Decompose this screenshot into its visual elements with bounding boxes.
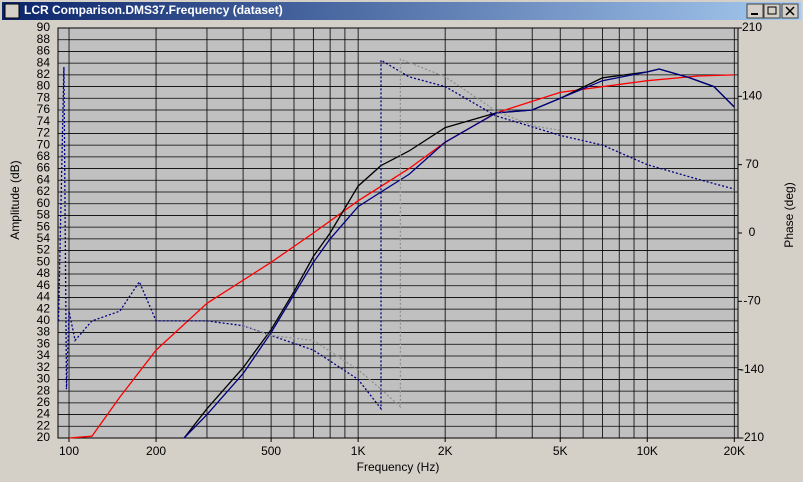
window-icon <box>4 3 20 19</box>
title-bar <box>2 2 801 20</box>
plot-area <box>57 27 739 439</box>
y2-axis-label: Phase (deg) <box>782 182 796 247</box>
x-tick-label: 2K <box>438 444 453 458</box>
y-tick-label: 56 <box>37 219 51 233</box>
y-tick-label: 30 <box>37 372 51 386</box>
y-tick-label: 24 <box>37 407 51 421</box>
y-tick-label: 40 <box>37 313 51 327</box>
y-tick-label: 80 <box>37 79 51 93</box>
minimize-button[interactable] <box>746 3 764 19</box>
y-tick-label: 68 <box>37 149 51 163</box>
y-tick-label: 36 <box>37 336 51 350</box>
y-tick-label: 38 <box>37 325 51 339</box>
y-tick-label: 90 <box>37 20 51 34</box>
y-tick-label: 84 <box>37 55 51 69</box>
y-tick-label: 82 <box>37 67 51 81</box>
y-tick-label: 26 <box>37 395 51 409</box>
x-tick-label: 1K <box>351 444 366 458</box>
y-tick-label: 86 <box>37 44 51 58</box>
y2-tick-label: -70 <box>743 294 761 308</box>
y-tick-label: 62 <box>37 184 51 198</box>
y-tick-label: 76 <box>37 102 51 116</box>
y-tick-label: 66 <box>37 161 51 175</box>
x-tick-label: 20K <box>724 444 745 458</box>
y-tick-label: 48 <box>37 266 51 280</box>
x-tick-label: 10K <box>637 444 658 458</box>
y-tick-label: 42 <box>37 301 51 315</box>
series-line <box>242 58 561 409</box>
y2-tick-label: 140 <box>742 89 762 103</box>
x-tick-label: 100 <box>59 444 79 458</box>
y-tick-label: 64 <box>37 172 51 186</box>
y2-tick-label: 210 <box>742 20 762 34</box>
series-line <box>68 74 735 439</box>
x-tick-label: 5K <box>553 444 568 458</box>
y-tick-label: 28 <box>37 383 51 397</box>
y2-tick-label: 0 <box>749 225 756 239</box>
y-tick-label: 44 <box>37 290 51 304</box>
y-tick-label: 22 <box>37 418 51 432</box>
y-tick-label: 20 <box>37 430 51 444</box>
y-tick-label: 70 <box>37 137 51 151</box>
x-axis-label: Frequency (Hz) <box>357 460 440 474</box>
x-tick-label: 200 <box>146 444 166 458</box>
series-line <box>183 68 735 439</box>
y-tick-label: 52 <box>37 243 51 257</box>
y-tick-label: 50 <box>37 254 51 268</box>
y-tick-label: 78 <box>37 90 51 104</box>
y-tick-label: 58 <box>37 208 51 222</box>
y-tick-label: 34 <box>37 348 51 362</box>
y2-tick-label: -210 <box>740 430 764 444</box>
series-line <box>57 59 735 411</box>
y-tick-label: 32 <box>37 360 51 374</box>
close-button[interactable] <box>781 3 799 19</box>
y-tick-label: 74 <box>37 114 51 128</box>
y2-tick-label: -140 <box>740 362 764 376</box>
y-tick-label: 72 <box>37 126 51 140</box>
y2-tick-label: 70 <box>745 157 759 171</box>
maximize-button[interactable] <box>763 3 781 19</box>
x-tick-label: 500 <box>261 444 281 458</box>
y-tick-label: 88 <box>37 32 51 46</box>
y-axis-label: Amplitude (dB) <box>8 160 22 239</box>
y-tick-label: 54 <box>37 231 51 245</box>
y-tick-label: 46 <box>37 278 51 292</box>
y-tick-label: 60 <box>37 196 51 210</box>
window-title: LCR Comparison.DMS37.Frequency (dataset) <box>24 3 283 17</box>
